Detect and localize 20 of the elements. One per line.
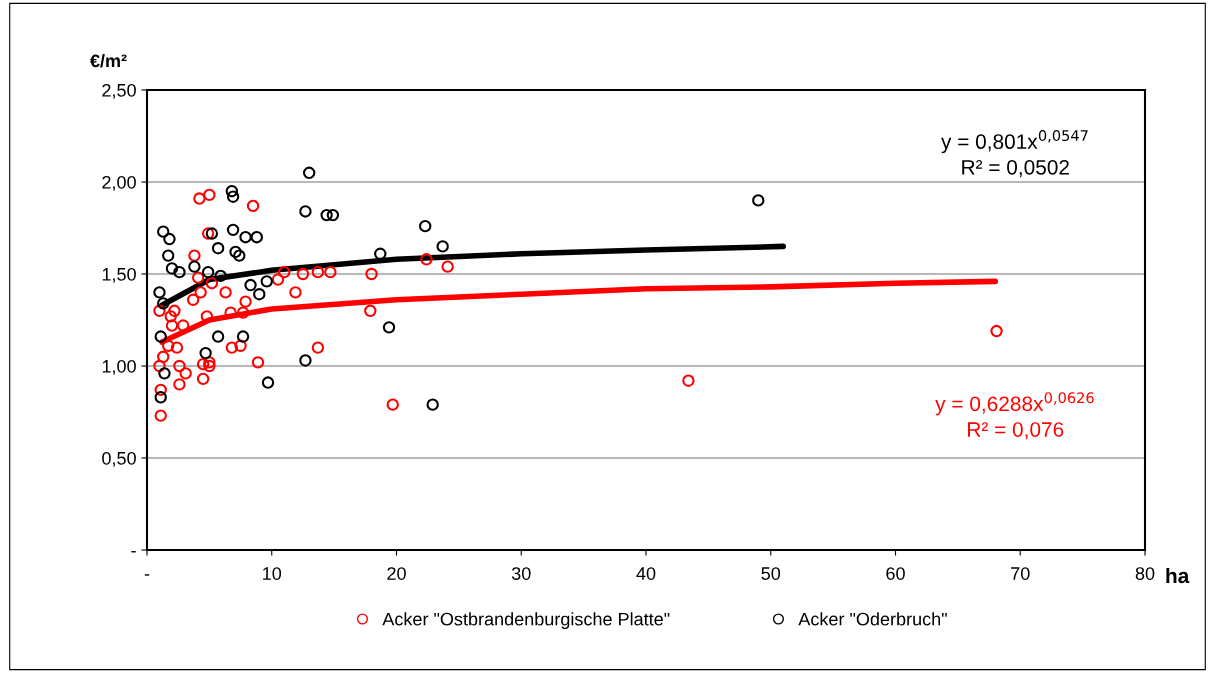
x-tick-label: 80 <box>1135 567 1155 580</box>
x-tick-label: 60 <box>886 567 905 580</box>
legend-label: Acker "Oderbruch" <box>798 612 947 626</box>
x-tick-label: 30 <box>511 567 531 580</box>
y-tick-label: 0,50 <box>102 451 136 467</box>
legend-label: Acker "Ostbrandenburgische Platte" <box>382 612 670 630</box>
x-axis-title: ha <box>1166 567 1190 584</box>
y-tick-label: 2,50 <box>102 83 136 99</box>
x-tick-label: 70 <box>1011 567 1030 580</box>
annotation: y = 0,6288x$^{0,0626}$ R² = 0,076 <box>935 392 1094 440</box>
y-axis-title: €/m² <box>90 53 127 68</box>
x-tick-label: 50 <box>761 567 781 580</box>
y-tick-label: 1,50 <box>102 267 136 283</box>
annotation: y = 0,801x$^{0,0547}$ R² = 0,0502 <box>941 130 1088 178</box>
y-tick-label: 2,00 <box>102 175 136 191</box>
y-tick-label: 1,00 <box>102 359 136 375</box>
x-tick-label: 20 <box>387 567 406 580</box>
x-tick-label: 10 <box>263 567 282 580</box>
y-tick-label: - <box>131 551 136 553</box>
x-tick-label: 40 <box>636 567 656 580</box>
